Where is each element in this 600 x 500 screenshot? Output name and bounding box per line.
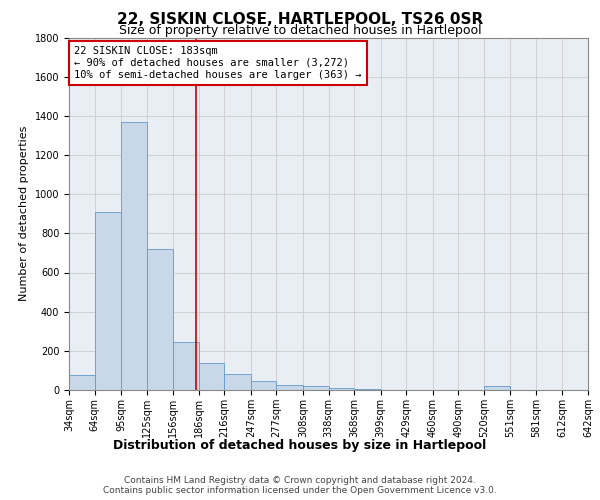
Bar (484, 386, 511, 390)
Bar (69, 376, 95, 390)
Bar (173, 342, 199, 390)
Bar (251, 381, 277, 390)
Bar (199, 362, 224, 390)
Text: Contains HM Land Registry data © Crown copyright and database right 2024.
Contai: Contains HM Land Registry data © Crown c… (103, 476, 497, 495)
Bar (121, 122, 146, 390)
Text: Distribution of detached houses by size in Hartlepool: Distribution of detached houses by size … (113, 440, 487, 452)
Text: Size of property relative to detached houses in Hartlepool: Size of property relative to detached ho… (119, 24, 481, 37)
Bar (146, 249, 173, 390)
Y-axis label: Number of detached properties: Number of detached properties (19, 126, 29, 302)
Bar (354, 389, 380, 390)
Bar (224, 374, 251, 390)
Bar (303, 386, 329, 390)
Text: 22 SISKIN CLOSE: 183sqm
← 90% of detached houses are smaller (3,272)
10% of semi: 22 SISKIN CLOSE: 183sqm ← 90% of detache… (74, 46, 362, 80)
Text: 22, SISKIN CLOSE, HARTLEPOOL, TS26 0SR: 22, SISKIN CLOSE, HARTLEPOOL, TS26 0SR (117, 12, 483, 26)
Bar (277, 385, 303, 390)
Bar (95, 212, 121, 390)
Bar (329, 388, 354, 390)
